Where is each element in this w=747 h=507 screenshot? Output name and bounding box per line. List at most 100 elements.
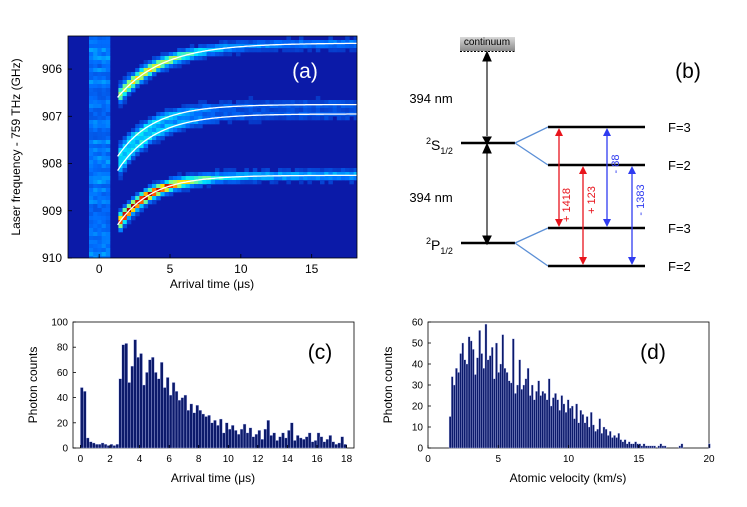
- heatmap-cell: [105, 80, 111, 85]
- d-bar: [600, 433, 604, 449]
- heatmap-cell: [257, 48, 262, 53]
- c-x-ticks: 0 2 4 6 8 10 12 14 16 18: [78, 445, 353, 465]
- c-bar: [234, 430, 238, 449]
- heatmap-cell: [210, 44, 216, 49]
- heatmap-cell: [215, 120, 220, 125]
- a-x-tick-label: 5: [167, 262, 174, 276]
- heatmap-cell: [126, 132, 132, 137]
- heatmap-cell: [135, 68, 140, 73]
- heatmap-cell: [89, 108, 94, 113]
- heatmap-cell: [89, 164, 94, 169]
- c-bar: [216, 425, 220, 449]
- heatmap-cell: [265, 168, 270, 173]
- c-x-axis-label: Arrival time (μs): [171, 471, 255, 485]
- c-bar: [307, 432, 312, 449]
- heatmap-cell: [290, 44, 296, 49]
- heatmap-cell: [177, 120, 182, 125]
- heatmap-cell: [194, 56, 199, 61]
- panel-d: 0 5 10 15 20 0 10 20 30 40 50 60 (d) Atomic veloci…: [381, 318, 715, 486]
- heatmap-cell: [160, 180, 165, 185]
- heatmap-cell: [223, 108, 228, 113]
- c-y-tick-label: 0: [62, 444, 68, 455]
- heatmap-cell: [173, 188, 178, 193]
- heatmap-cell: [194, 120, 199, 125]
- c-bar: [180, 397, 185, 449]
- heatmap-cell: [336, 176, 342, 181]
- heatmap-cell: [299, 108, 304, 113]
- a-y-tick-label: 910: [42, 251, 62, 265]
- heatmap-cell: [135, 212, 140, 217]
- heatmap-cell: [324, 176, 329, 181]
- c-bar: [269, 435, 273, 449]
- heatmap-cell: [219, 40, 224, 45]
- heatmap-cell: [126, 152, 132, 157]
- heatmap-cell: [152, 68, 157, 73]
- heatmap-cell: [265, 104, 270, 109]
- heatmap-cell: [219, 172, 224, 177]
- heatmap-cell: [164, 56, 170, 61]
- heatmap-cell: [227, 52, 233, 57]
- heatmap-cell: [97, 212, 102, 217]
- heatmap-cell: [261, 108, 266, 113]
- heatmap-cell: [311, 176, 317, 181]
- heatmap-cell: [315, 172, 321, 177]
- heatmap-cell: [273, 116, 279, 121]
- heatmap-cell: [215, 172, 220, 177]
- heatmap-cell: [89, 92, 94, 97]
- heatmap-cell: [89, 236, 94, 241]
- heatmap-cell: [282, 116, 287, 121]
- c-bar: [133, 339, 137, 449]
- heatmap-cell: [97, 168, 102, 173]
- heatmap-cell: [101, 220, 107, 225]
- heatmap-cell: [324, 40, 329, 45]
- heatmap-cell: [303, 172, 308, 177]
- heatmap-cell: [320, 104, 325, 109]
- heatmap-cell: [248, 96, 254, 101]
- heatmap-cell: [168, 52, 174, 57]
- d-bar: [556, 399, 559, 449]
- c-bar: [310, 441, 315, 449]
- splitting-connectors: [514, 126, 549, 267]
- c-bar: [148, 359, 152, 449]
- heatmap-cell: [152, 196, 157, 201]
- heatmap-cell: [160, 120, 165, 125]
- heatmap-cell: [307, 108, 312, 113]
- heatmap-cell: [303, 104, 308, 109]
- heatmap-cell: [122, 212, 128, 217]
- c-bar: [245, 432, 250, 449]
- heatmap-cell: [236, 100, 241, 105]
- heatmap-cell: [164, 128, 170, 133]
- heatmap-cell: [248, 120, 254, 125]
- heatmap-cell: [282, 176, 287, 181]
- heatmap-cell: [93, 200, 98, 205]
- heatmap-cell: [315, 168, 321, 173]
- heatmap-cell: [89, 128, 94, 133]
- heatmap-cell: [282, 48, 287, 53]
- heatmap-cell: [336, 104, 342, 109]
- heatmap-cell: [173, 60, 178, 65]
- heatmap-cell: [118, 208, 123, 213]
- heatmap-cell: [93, 216, 98, 221]
- heatmap-cell: [240, 112, 245, 117]
- heatmap-cell: [189, 124, 195, 129]
- heatmap-cell: [290, 172, 296, 177]
- heatmap-cell: [257, 108, 262, 113]
- heatmap-cell: [299, 176, 304, 181]
- heatmap-cell: [160, 124, 165, 129]
- heatmap-cell: [181, 52, 186, 57]
- heatmap-cell: [261, 168, 266, 173]
- heatmap-cell: [143, 196, 149, 201]
- heatmap-cell: [324, 168, 329, 173]
- c-bar: [228, 428, 232, 449]
- heatmap-cell: [227, 116, 233, 121]
- heatmap-cell: [311, 40, 317, 45]
- heatmap-cell: [143, 120, 149, 125]
- heatmap-cell: [189, 176, 195, 181]
- heatmap-cell: [97, 236, 102, 241]
- d-x-tick-label: 15: [633, 454, 645, 465]
- heatmap-cell: [290, 40, 296, 45]
- heatmap-cell: [131, 200, 136, 205]
- heatmap-cell: [269, 108, 275, 113]
- heatmap-cell: [97, 36, 102, 41]
- heatmap-cell: [168, 60, 174, 65]
